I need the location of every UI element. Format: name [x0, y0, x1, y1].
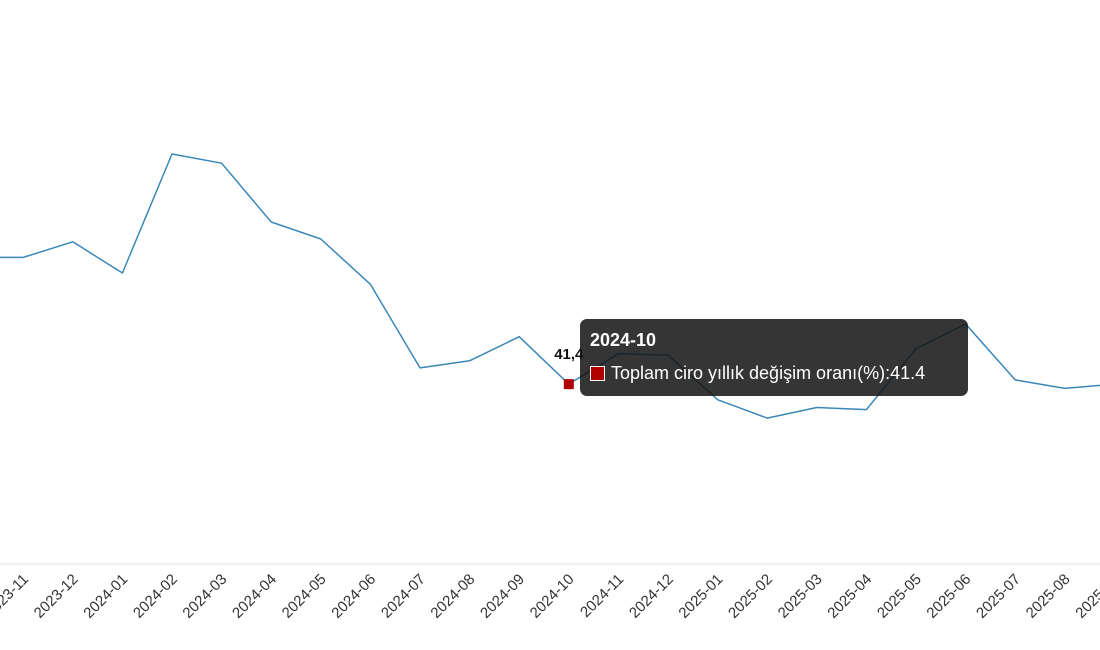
x-tick-label-2024-01: 2024-01: [80, 571, 131, 622]
data-point[interactable]: [515, 333, 523, 341]
data-point[interactable]: [267, 218, 275, 226]
x-tick-label-2024-05: 2024-05: [279, 571, 330, 622]
data-point[interactable]: [218, 159, 226, 167]
data-point[interactable]: [366, 280, 374, 288]
x-axis-ticks: 2023-112023-122024-012024-022024-032024-…: [0, 571, 1100, 622]
x-tick-label-2024-06: 2024-06: [328, 571, 379, 622]
x-tick-label-2025-05: 2025-05: [874, 571, 925, 622]
x-tick-label-2025-09: 2025-09: [1072, 571, 1100, 622]
tooltip-value: 41.4: [890, 363, 926, 383]
data-point[interactable]: [862, 406, 870, 414]
x-tick-label-2025-01: 2025-01: [675, 571, 726, 622]
data-point[interactable]: [19, 253, 27, 261]
data-point[interactable]: [69, 238, 77, 246]
x-tick-label-2025-06: 2025-06: [923, 571, 974, 622]
x-tick-label-2024-12: 2024-12: [626, 571, 677, 622]
data-point[interactable]: [317, 235, 325, 243]
x-tick-label-2025-02: 2025-02: [725, 571, 776, 622]
data-point[interactable]: [416, 364, 424, 372]
tooltip-row: Toplam ciro yıllık değişim oranı(%): 41.…: [590, 362, 958, 384]
data-point[interactable]: [763, 414, 771, 422]
x-tick-label-2024-08: 2024-08: [427, 571, 478, 622]
tooltip-swatch: [590, 365, 605, 381]
data-label-2024-10: 41,4: [554, 346, 584, 363]
data-point[interactable]: [1061, 384, 1069, 392]
data-point[interactable]: [118, 269, 126, 277]
tooltip: 2024-10 Toplam ciro yıllık değişim oranı…: [580, 319, 968, 396]
x-tick-label-2023-12: 2023-12: [31, 571, 82, 622]
data-point[interactable]: [168, 150, 176, 158]
x-tick-label-2024-11: 2024-11: [577, 571, 627, 621]
x-tick-label-2023-11: 2023-11: [0, 571, 32, 621]
x-tick-label-2024-03: 2024-03: [179, 571, 230, 622]
x-tick-label-2025-03: 2025-03: [775, 571, 826, 622]
data-point[interactable]: [466, 357, 474, 365]
data-point[interactable]: [714, 396, 722, 404]
x-tick-label-2024-02: 2024-02: [130, 571, 181, 622]
data-point[interactable]: [813, 404, 821, 412]
data-point[interactable]: [1011, 376, 1019, 384]
x-tick-label-2024-07: 2024-07: [378, 571, 429, 622]
x-tick-label-2025-07: 2025-07: [973, 571, 1024, 622]
x-tick-label-2025-04: 2025-04: [824, 571, 875, 622]
x-tick-label-2024-04: 2024-04: [229, 571, 280, 622]
x-tick-label-2025-08: 2025-08: [1023, 571, 1074, 622]
highlight-marker[interactable]: [563, 379, 574, 390]
tooltip-series-label: Toplam ciro yıllık değişim oranı(%): [611, 363, 886, 383]
data-labels: 41,43: [554, 346, 584, 363]
tooltip-separator: :: [885, 363, 891, 383]
tooltip-title: 2024-10: [590, 330, 657, 350]
x-tick-label-2024-09: 2024-09: [477, 571, 528, 622]
x-tick-label-2024-10: 2024-10: [527, 571, 578, 622]
